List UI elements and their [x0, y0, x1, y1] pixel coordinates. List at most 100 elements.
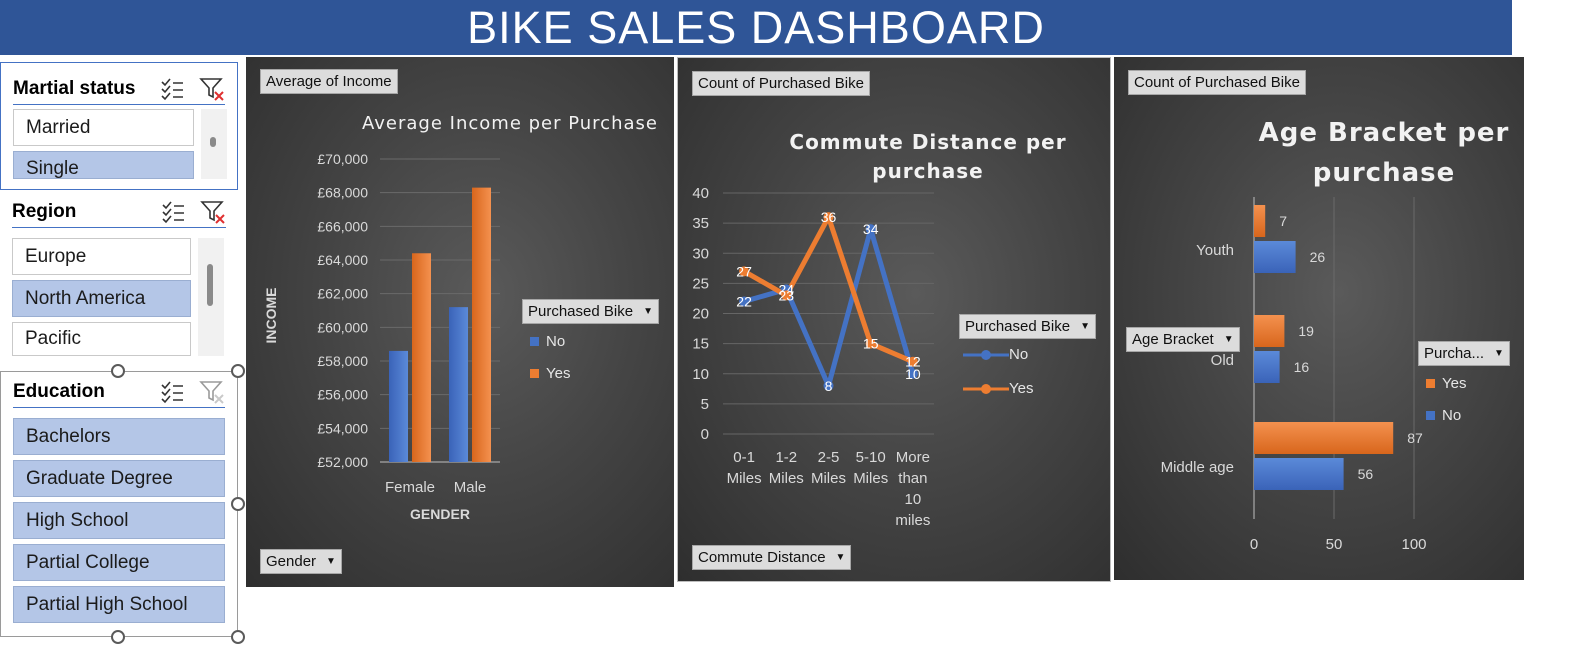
- slicer-item-label: Graduate Degree: [26, 467, 173, 489]
- bar-no-male: [449, 307, 468, 462]
- data-label: 87: [1407, 430, 1423, 446]
- resize-handle[interactable]: [111, 364, 125, 378]
- y-tick-label: 10: [692, 366, 709, 383]
- legend-field-button[interactable]: Purchased Bike ▼: [959, 314, 1096, 339]
- x-tick-label: 50: [1326, 536, 1343, 553]
- slicer-item-bachelors[interactable]: Bachelors: [13, 418, 225, 455]
- slicer-item-graduate-degree[interactable]: Graduate Degree: [13, 460, 225, 497]
- multi-select-icon[interactable]: [159, 379, 185, 405]
- legend-item-no: No: [1426, 407, 1461, 424]
- clear-filter-icon[interactable]: [199, 76, 225, 102]
- slicer-item-label: Married: [26, 116, 91, 138]
- slicer-header: Martial status: [13, 73, 225, 105]
- data-label: 27: [736, 263, 752, 279]
- dropdown-arrow-icon: ▼: [643, 306, 653, 317]
- y-tick-label: £56,000: [317, 387, 368, 403]
- data-point-yes: [907, 356, 918, 367]
- scrollbar-thumb[interactable]: [210, 137, 216, 147]
- x-tick-label: Miles: [769, 470, 804, 487]
- dashboard-banner: BIKE SALES DASHBOARD: [0, 0, 1512, 55]
- bar-no-female: [389, 350, 408, 462]
- legend-item-no: No: [530, 333, 565, 350]
- field-button-average-income[interactable]: Average of Income: [260, 69, 398, 94]
- x-axis-title: GENDER: [410, 506, 470, 522]
- slicer-item-north-america[interactable]: North America: [12, 280, 191, 317]
- clear-filter-icon[interactable]: [199, 379, 225, 405]
- y-tick-label: 0: [701, 426, 709, 443]
- multi-select-icon[interactable]: [160, 199, 186, 225]
- x-tick-label: Female: [385, 479, 435, 496]
- data-point-yes: [823, 212, 834, 223]
- resize-handle[interactable]: [231, 364, 245, 378]
- resize-handle[interactable]: [231, 630, 245, 644]
- scrollbar-thumb[interactable]: [207, 264, 213, 306]
- data-point-no: [823, 380, 834, 391]
- data-label: 15: [863, 336, 879, 352]
- legend-label: No: [546, 333, 566, 350]
- slicer-item-partial-high-school[interactable]: Partial High School: [13, 586, 225, 623]
- x-tick-label: 10: [905, 491, 922, 508]
- legend-swatch: [530, 337, 539, 346]
- resize-handle[interactable]: [111, 630, 125, 644]
- slicer-item-high-school[interactable]: High School: [13, 502, 225, 539]
- slicer-region[interactable]: Region Europe North America Pacific: [0, 192, 238, 362]
- slicer-scrollbar[interactable]: [201, 109, 227, 179]
- y-tick-label: 35: [692, 215, 709, 232]
- field-button-label: Purcha...: [1424, 345, 1485, 362]
- multi-select-icon[interactable]: [159, 76, 185, 102]
- y-tick-label: 20: [692, 306, 709, 323]
- x-tick-label: miles: [895, 512, 930, 529]
- data-label: 34: [863, 221, 879, 237]
- data-point-no: [865, 224, 876, 235]
- data-label: 23: [779, 287, 795, 303]
- resize-handle[interactable]: [231, 497, 245, 511]
- slicer-education[interactable]: Education Bachelors Graduate Degree High…: [0, 371, 238, 637]
- x-tick-label: More: [896, 449, 930, 466]
- slicer-title: Education: [13, 380, 105, 402]
- field-button-count-purchased[interactable]: Count of Purchased Bike: [692, 71, 870, 96]
- y-tick-label: 40: [692, 185, 709, 202]
- slicer-marital-status[interactable]: Martial status Married Single: [0, 62, 238, 190]
- legend-item-yes: Yes: [530, 365, 570, 382]
- commute-chart-panel[interactable]: Count of Purchased Bike Commute Distance…: [677, 57, 1111, 582]
- slicer-item-single[interactable]: Single: [13, 151, 194, 179]
- income-chart-panel[interactable]: Average of Income Average Income per Pur…: [246, 57, 674, 587]
- legend-line-marker: [963, 383, 1009, 394]
- legend-label: Yes: [546, 365, 571, 382]
- slicer-item-label: North America: [25, 287, 146, 309]
- slicer-scrollbar[interactable]: [198, 238, 224, 356]
- x-tick-label: than: [898, 470, 927, 487]
- slicer-item-label: Partial High School: [26, 593, 188, 615]
- series-line-no: [743, 226, 916, 389]
- axis-field-button-commute[interactable]: Commute Distance ▼: [692, 545, 852, 570]
- legend-field-button[interactable]: Purcha... ▼: [1418, 341, 1510, 366]
- field-button-count-purchased[interactable]: Count of Purchased Bike: [1128, 70, 1306, 95]
- slicer-item-europe[interactable]: Europe: [12, 238, 191, 275]
- legend-label: Yes: [1442, 375, 1467, 392]
- data-label: 8: [825, 378, 833, 394]
- x-tick-label: 100: [1401, 536, 1426, 553]
- dropdown-arrow-icon: ▼: [1223, 334, 1234, 345]
- legend-line-marker: [963, 349, 1009, 360]
- y-axis-title: INCOME: [263, 288, 279, 344]
- data-label: 10: [905, 366, 921, 382]
- y-tick-label: £70,000: [317, 151, 368, 167]
- field-button-label: Gender: [266, 553, 317, 570]
- slicer-item-pacific[interactable]: Pacific: [12, 322, 191, 356]
- data-label: 26: [1310, 249, 1326, 265]
- x-tick-label: 5-10: [856, 449, 886, 466]
- axis-field-button-age[interactable]: Age Bracket ▼: [1126, 327, 1240, 352]
- x-tick-label: Miles: [811, 470, 846, 487]
- legend-field-button[interactable]: Purchased Bike ▼: [522, 299, 659, 324]
- field-button-label: Purchased Bike: [528, 303, 634, 320]
- chart-title: Average Income per Purchase: [362, 113, 658, 134]
- slicer-item-married[interactable]: Married: [13, 109, 194, 146]
- age-chart-panel[interactable]: Count of Purchased Bike Age Bracket per …: [1114, 57, 1524, 580]
- commute-chart: 40 35 30 25 20 15 10 5 0 0-1 Miles 1-2 Miles 2-5 Miles…: [692, 185, 934, 529]
- dropdown-arrow-icon: ▼: [835, 552, 846, 563]
- axis-field-button-gender[interactable]: Gender ▼: [260, 549, 342, 574]
- clear-filter-icon[interactable]: [200, 199, 226, 225]
- slicer-item-partial-college[interactable]: Partial College: [13, 544, 225, 581]
- x-tick-label: 1-2: [775, 449, 797, 466]
